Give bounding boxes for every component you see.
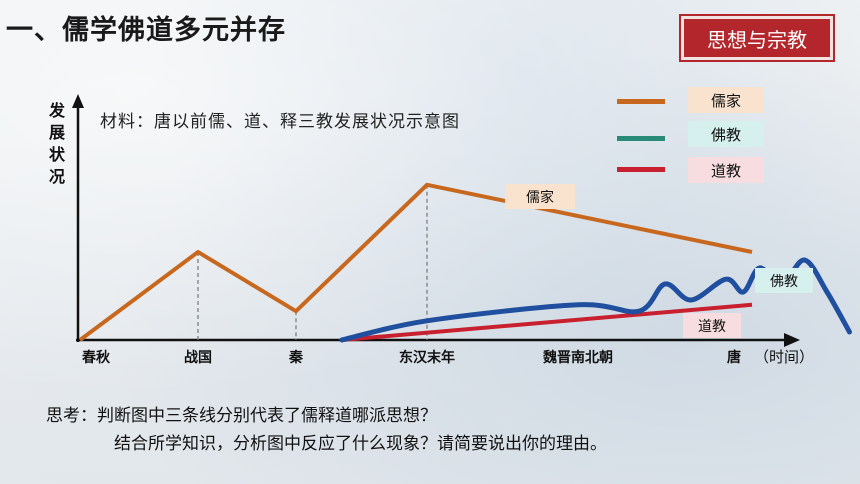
series-line-confucian <box>78 182 753 342</box>
y-axis-label: 发展状况 <box>48 101 65 186</box>
x-tick-3: 东汉末年 <box>399 349 455 366</box>
x-tick-0: 春秋 <box>81 349 111 366</box>
series-line-taoist <box>341 302 753 342</box>
series-label-2: 道教 <box>698 319 726 335</box>
legend-label-buddhist: 佛教 <box>688 121 764 147</box>
series-label-box-0 <box>505 184 575 209</box>
series-line-buddhist <box>339 257 852 343</box>
chart-caption: 材料：唐以前儒、道、释三教发展状况示意图 <box>100 112 460 132</box>
x-tick-labels: 春秋 战国 秦 东汉末年 魏晋南北朝 唐 <box>81 349 741 366</box>
x-tick-2: 秦 <box>288 349 304 366</box>
thinking-question: 思考：判断图中三条线分别代表了儒释道哪派思想？ 结合所学知识，分析图中反应了什么… <box>46 402 607 458</box>
legend-label-taoist: 道教 <box>688 157 764 183</box>
legend-line-confucian <box>617 99 665 104</box>
guide-lines <box>197 184 428 340</box>
series-label-box-1 <box>755 268 813 293</box>
legend-line-taoist <box>617 167 665 172</box>
x-tick-5: 唐 <box>727 349 741 366</box>
series-label-0: 儒家 <box>526 189 554 206</box>
chart-axes <box>72 94 800 347</box>
topic-badge: 思想与宗教 <box>681 16 833 60</box>
thinking-line-2: 结合所学知识，分析图中反应了什么现象？请简要说出你的理由。 <box>114 434 607 454</box>
x-tick-1: 战国 <box>184 349 212 366</box>
page-title: 一、儒学佛道多元并存 <box>6 15 286 46</box>
y-axis-arrow <box>72 94 84 108</box>
series-label-box-2 <box>683 313 741 338</box>
x-axis-label: （时间） <box>754 348 814 366</box>
legend-label-confucian: 儒家 <box>688 87 764 113</box>
x-tick-4: 魏晋南北朝 <box>542 349 613 366</box>
thinking-line-1: 思考：判断图中三条线分别代表了儒释道哪派思想？ <box>46 406 437 426</box>
series-label-1: 佛教 <box>770 274 798 290</box>
legend-line-buddhist <box>617 136 665 141</box>
x-axis-arrow <box>784 333 800 347</box>
